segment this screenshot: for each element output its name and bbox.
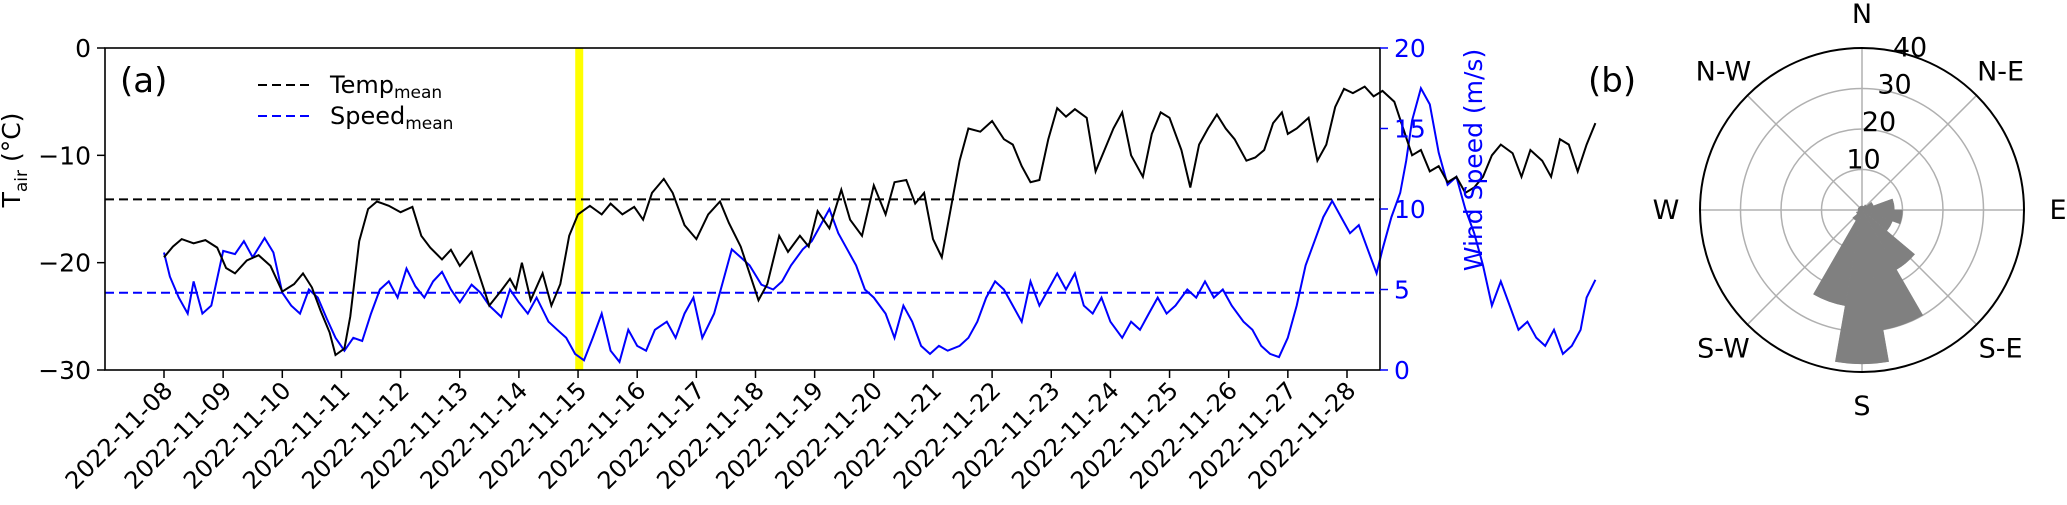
wind-rose-panel: (b) 10 20 30 40 N N-E E S-E S S-W W N-W <box>1588 0 2067 422</box>
temperature-series-line <box>163 85 1597 357</box>
right-y-tick-label: 20 <box>1394 34 1426 63</box>
legend: Tempmean Speedmean <box>258 71 453 134</box>
right-y-axis-ticks: 0 5 10 15 20 <box>1380 34 1426 385</box>
radial-tick-label: 20 <box>1862 107 1896 138</box>
right-y-tick-label: 15 <box>1394 115 1426 144</box>
right-y-tick-label: 5 <box>1394 276 1410 305</box>
polar-outer-ring <box>1699 47 2025 373</box>
direction-labels: N N-E E S-E S S-W W N-W <box>1653 0 2067 422</box>
panel-label-a: (a) <box>120 61 167 101</box>
direction-label: S <box>1853 391 1870 422</box>
angular-grid-line <box>1861 94 1978 211</box>
angular-grid-line <box>1746 209 1863 326</box>
wind-direction-bars <box>1813 198 1924 365</box>
right-y-axis-label: Wind Speed (m/s) <box>1459 49 1488 271</box>
right-y-tick-label: 10 <box>1394 195 1426 224</box>
wind-speed-series-line <box>163 85 1597 365</box>
legend-label-speed-sub: mean <box>405 114 453 134</box>
left-y-tick-label: −20 <box>38 249 91 278</box>
wind-rose-bar <box>1813 209 1863 306</box>
left-y-tick-label: −30 <box>38 356 91 385</box>
left-y-axis-label-unit: (°C) <box>0 113 26 170</box>
mean-lines <box>105 198 1380 294</box>
left-y-axis-label-main: T <box>0 191 26 208</box>
time-series-panel: 0 −10 −20 −30 0 5 10 15 20 2022-11-082022-11-09… <box>0 34 1597 495</box>
left-y-tick-label: 0 <box>75 34 91 63</box>
direction-label: E <box>2049 195 2066 226</box>
x-axis-ticks: 2022-11-082022-11-092022-11-102022-11-11… <box>60 370 1361 495</box>
direction-label: W <box>1653 195 1680 226</box>
wind-rose-bar <box>1852 209 1863 221</box>
highlight-band <box>575 48 584 370</box>
direction-label: N-E <box>1977 56 2024 87</box>
radial-tick-labels: 10 20 30 40 <box>1846 32 1927 175</box>
legend-label-speed-main: Speed <box>330 102 405 130</box>
radial-tick-label: 30 <box>1877 70 1911 101</box>
wind-rose-bar <box>1859 205 1863 211</box>
left-y-tick-label: −10 <box>38 141 91 170</box>
legend-label-temp-sub: mean <box>394 83 442 103</box>
direction-label: N-W <box>1696 56 1752 87</box>
left-y-axis-ticks: 0 −10 −20 −30 <box>38 34 105 385</box>
left-y-axis-label: Tair (°C) <box>0 113 32 209</box>
direction-label: N <box>1852 0 1872 30</box>
left-y-axis-label-sub: air <box>12 170 32 192</box>
wind-rose-bar <box>1855 209 1863 215</box>
radial-tick-label: 10 <box>1846 145 1880 176</box>
angular-grid-line <box>1746 94 1863 211</box>
panel-label-b: (b) <box>1588 61 1636 101</box>
legend-label-temp-mean: Tempmean <box>329 71 442 103</box>
direction-label: S-W <box>1697 334 1749 365</box>
wind-rose-bar <box>1835 209 1889 365</box>
legend-label-speed-mean: Speedmean <box>330 102 453 134</box>
radial-tick-label: 40 <box>1893 32 1927 63</box>
right-y-tick-label: 0 <box>1394 356 1410 385</box>
legend-label-temp-main: Temp <box>329 71 394 99</box>
direction-label: S-E <box>1979 334 2023 365</box>
plot-frame <box>104 47 1381 371</box>
